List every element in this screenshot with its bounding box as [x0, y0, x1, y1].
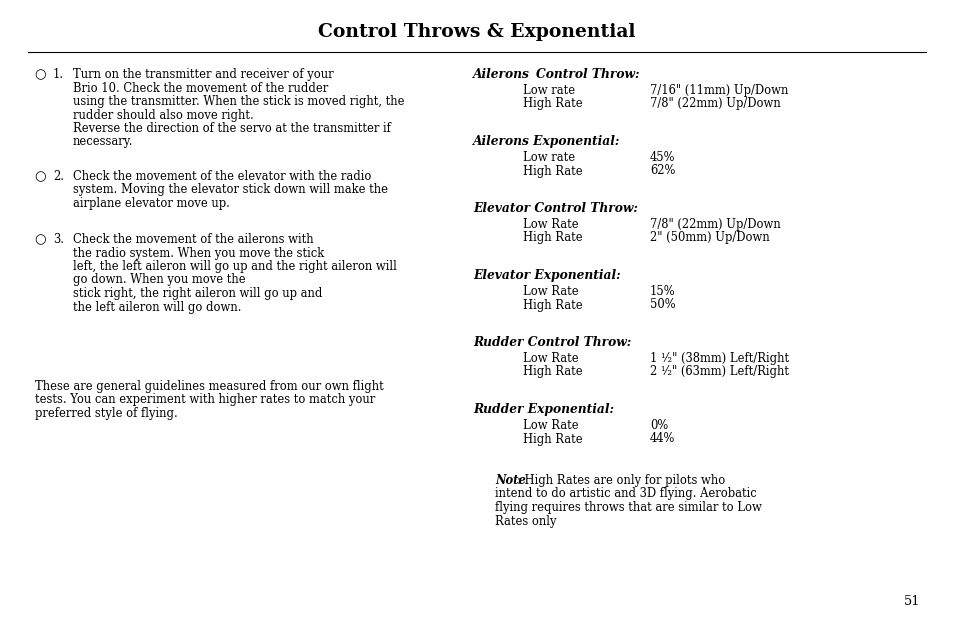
Text: using the transmitter. When the stick is moved right, the: using the transmitter. When the stick is… [73, 95, 404, 108]
Text: 44%: 44% [649, 433, 675, 445]
Text: Ailerons: Ailerons [473, 68, 529, 81]
Text: Elevator Exponential:: Elevator Exponential: [473, 269, 620, 282]
Text: Low rate: Low rate [522, 84, 575, 97]
Text: Rudder Exponential:: Rudder Exponential: [473, 403, 614, 416]
Text: Control Throws & Exponential: Control Throws & Exponential [318, 23, 635, 41]
Text: the radio system. When you move the stick: the radio system. When you move the stic… [73, 247, 324, 260]
Text: Check the movement of the elevator with the radio: Check the movement of the elevator with … [73, 170, 371, 183]
Text: ○: ○ [34, 170, 46, 183]
Text: High Rate: High Rate [522, 365, 582, 378]
Text: : High Rates are only for pilots who: : High Rates are only for pilots who [517, 474, 724, 487]
Text: necessary.: necessary. [73, 136, 133, 149]
Text: go down. When you move the: go down. When you move the [73, 273, 245, 286]
Text: Low rate: Low rate [522, 151, 575, 164]
Text: 2 ¹⁄₂" (63mm) Left/Right: 2 ¹⁄₂" (63mm) Left/Right [649, 365, 788, 378]
Text: High Rate: High Rate [522, 165, 582, 178]
Text: the left aileron will go down.: the left aileron will go down. [73, 300, 241, 313]
Text: Reverse the direction of the servo at the transmitter if: Reverse the direction of the servo at th… [73, 122, 391, 135]
Text: High Rate: High Rate [522, 231, 582, 244]
Text: Check the movement of the ailerons with: Check the movement of the ailerons with [73, 233, 314, 246]
Text: stick right, the right aileron will go up and: stick right, the right aileron will go u… [73, 287, 322, 300]
Text: 50%: 50% [649, 299, 675, 312]
Text: 2.: 2. [53, 170, 64, 183]
Text: 7/8" (22mm) Up/Down: 7/8" (22mm) Up/Down [649, 218, 780, 231]
Text: Low Rate: Low Rate [522, 218, 578, 231]
Text: ○: ○ [34, 68, 46, 81]
Text: 51: 51 [902, 595, 919, 608]
Text: left, the left aileron will go up and the right aileron will: left, the left aileron will go up and th… [73, 260, 396, 273]
Text: Low Rate: Low Rate [522, 419, 578, 432]
Text: 1 ¹⁄₂" (38mm) Left/Right: 1 ¹⁄₂" (38mm) Left/Right [649, 352, 788, 365]
Text: Turn on the transmitter and receiver of your: Turn on the transmitter and receiver of … [73, 68, 334, 81]
Text: 15%: 15% [649, 285, 675, 298]
Text: Low Rate: Low Rate [522, 285, 578, 298]
Text: High Rate: High Rate [522, 433, 582, 445]
Text: 45%: 45% [649, 151, 675, 164]
Text: preferred style of flying.: preferred style of flying. [35, 407, 177, 420]
Text: airplane elevator move up.: airplane elevator move up. [73, 197, 230, 210]
Text: Elevator Control Throw:: Elevator Control Throw: [473, 202, 638, 215]
Text: flying requires throws that are similar to Low: flying requires throws that are similar … [495, 501, 761, 514]
Text: 3.: 3. [53, 233, 64, 246]
Text: These are general guidelines measured from our own flight: These are general guidelines measured fr… [35, 380, 383, 393]
Text: Ailerons Exponential:: Ailerons Exponential: [473, 135, 619, 148]
Text: Low Rate: Low Rate [522, 352, 578, 365]
Text: High Rate: High Rate [522, 97, 582, 110]
Text: 0%: 0% [649, 419, 667, 432]
Text: rudder should also move right.: rudder should also move right. [73, 109, 253, 122]
Text: 1.: 1. [53, 68, 64, 81]
Text: 62%: 62% [649, 165, 675, 178]
Text: system. Moving the elevator stick down will make the: system. Moving the elevator stick down w… [73, 183, 388, 196]
Text: intend to do artistic and 3D flying. Aerobatic: intend to do artistic and 3D flying. Aer… [495, 487, 756, 500]
Text: Brio 10. Check the movement of the rudder: Brio 10. Check the movement of the rudde… [73, 81, 328, 94]
Text: 7/16" (11mm) Up/Down: 7/16" (11mm) Up/Down [649, 84, 787, 97]
Text: ○: ○ [34, 233, 46, 246]
Text: 7/8" (22mm) Up/Down: 7/8" (22mm) Up/Down [649, 97, 780, 110]
Text: High Rate: High Rate [522, 299, 582, 312]
Text: 2" (50mm) Up/Down: 2" (50mm) Up/Down [649, 231, 769, 244]
Text: Rudder Control Throw:: Rudder Control Throw: [473, 336, 631, 349]
Text: Note: Note [495, 474, 525, 487]
Text: tests. You can experiment with higher rates to match your: tests. You can experiment with higher ra… [35, 394, 375, 407]
Text: Control Throw:: Control Throw: [518, 68, 639, 81]
Text: Rates only: Rates only [495, 515, 556, 528]
